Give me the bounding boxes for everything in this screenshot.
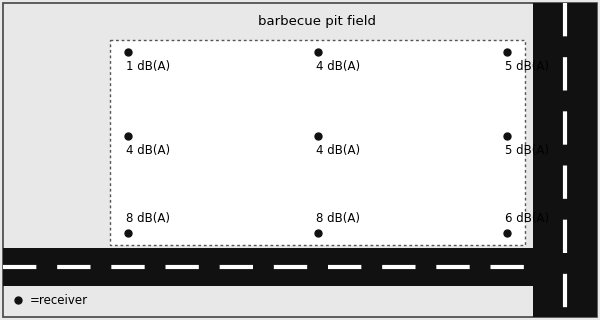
- Text: 5 dB(A): 5 dB(A): [505, 144, 549, 157]
- Text: 4 dB(A): 4 dB(A): [126, 144, 170, 157]
- Text: 5 dB(A): 5 dB(A): [505, 60, 549, 73]
- Text: 4 dB(A): 4 dB(A): [316, 144, 359, 157]
- Bar: [110, 40, 525, 245]
- Text: 8 dB(A): 8 dB(A): [126, 212, 170, 225]
- Text: 8 dB(A): 8 dB(A): [316, 212, 359, 225]
- Text: =receiver: =receiver: [30, 293, 88, 307]
- Text: barbecue pit field: barbecue pit field: [259, 15, 377, 28]
- Bar: [533, 3, 597, 317]
- Bar: [3, 248, 533, 286]
- Text: 1 dB(A): 1 dB(A): [126, 60, 170, 73]
- Text: 6 dB(A): 6 dB(A): [505, 212, 549, 225]
- Text: 4 dB(A): 4 dB(A): [316, 60, 359, 73]
